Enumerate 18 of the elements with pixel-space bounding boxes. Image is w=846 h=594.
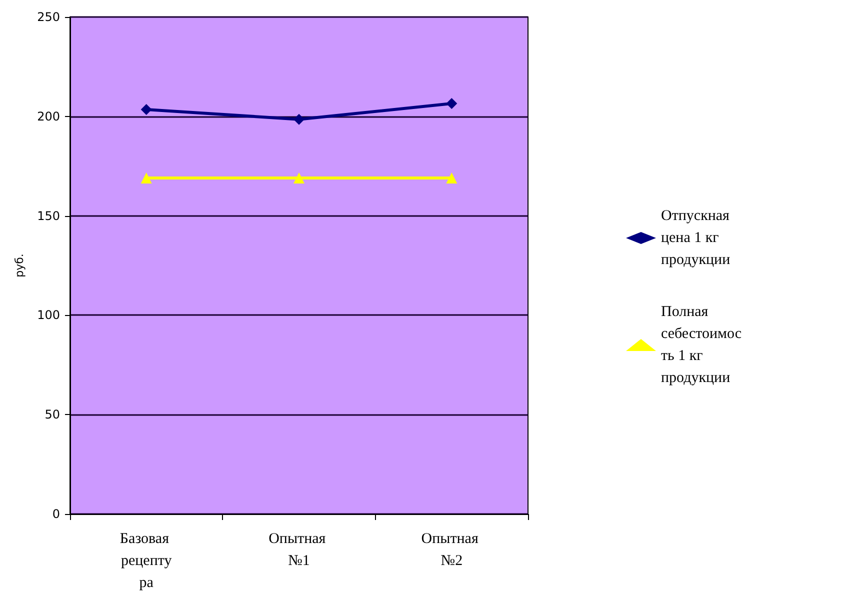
y-tick-label: 250 [37, 10, 60, 24]
x-tick-label: Базовая рецептура [120, 531, 173, 591]
legend-label: Полная себестоимость 1 кг продукции [661, 304, 742, 386]
point [140, 172, 152, 184]
y-axis-title: руб. [13, 254, 26, 278]
x-tick-label: Опытная №1 [268, 531, 330, 569]
point [446, 98, 458, 109]
y-tick-label: 0 [52, 507, 60, 521]
y-tick-label: 150 [37, 208, 60, 223]
y-tick-label: 100 [37, 308, 60, 322]
point [140, 104, 152, 115]
legend-label: Отпускная цена 1 кг продукции [661, 208, 734, 268]
point [294, 172, 304, 184]
y-tick-label: 50 [44, 408, 60, 422]
point [294, 114, 304, 125]
y-tick-label: 200 [37, 109, 60, 124]
point [446, 172, 458, 184]
x-tick-label: Опытная №2 [421, 531, 482, 569]
